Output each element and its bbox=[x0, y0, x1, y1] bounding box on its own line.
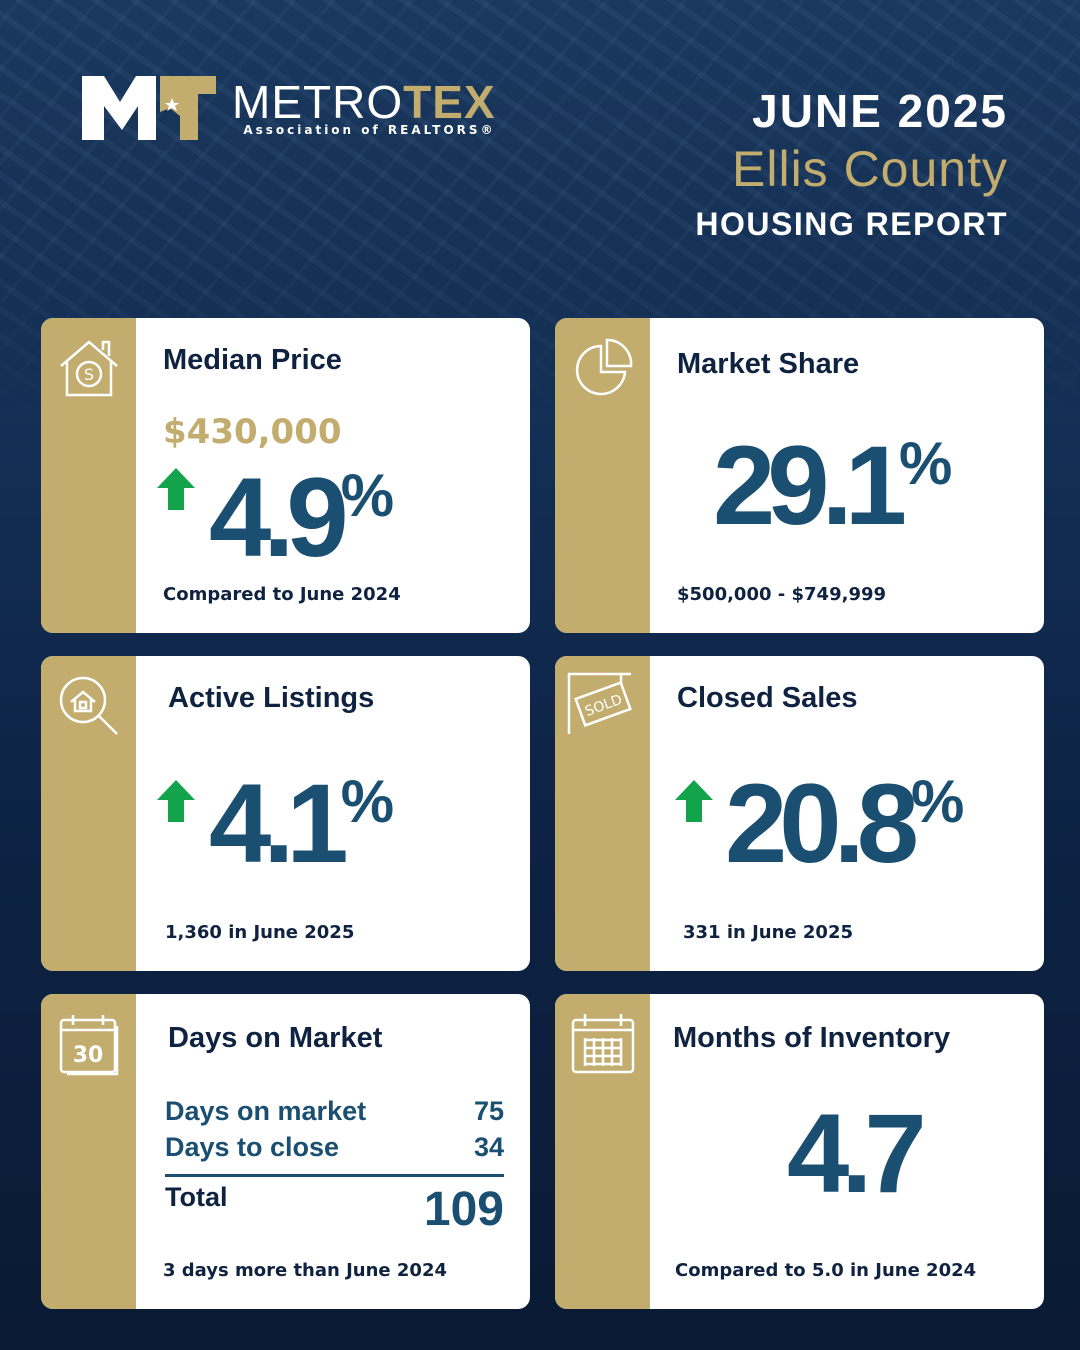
brand-name: METROTEX bbox=[232, 76, 496, 128]
card-title: Closed Sales bbox=[677, 682, 858, 714]
card-title: Months of Inventory bbox=[673, 1022, 951, 1054]
arrow-up-icon bbox=[157, 468, 195, 510]
active-listings-card: Active Listings 4.1% 1,360 in June 2025 bbox=[41, 656, 530, 971]
market-share-value: 29.1% bbox=[713, 423, 953, 548]
svg-text:30: 30 bbox=[73, 1043, 104, 1068]
change-value: 20.8% bbox=[725, 761, 965, 886]
card-note: 1,360 in June 2025 bbox=[165, 922, 355, 943]
calendar-30-icon: 30 bbox=[59, 1015, 119, 1076]
sold-sign-icon: SOLD bbox=[567, 672, 632, 734]
mt-logo-mark bbox=[82, 76, 216, 140]
median-price-value: $430,000 bbox=[163, 412, 342, 452]
divider bbox=[165, 1174, 504, 1177]
change-value: 4.1% bbox=[209, 761, 395, 886]
median-price-card: S Median Price $430,000 4.9% Compared to… bbox=[41, 318, 530, 633]
card-note: Compared to June 2024 bbox=[163, 584, 401, 605]
months-inventory-value: 4.7 bbox=[787, 1091, 927, 1216]
report-title: HOUSING REPORT bbox=[695, 206, 1008, 242]
pie-chart-icon bbox=[575, 338, 633, 396]
report-county: Ellis County bbox=[732, 141, 1008, 197]
arrow-up-icon bbox=[675, 780, 713, 822]
card-note: 3 days more than June 2024 bbox=[163, 1260, 448, 1281]
card-title: Days on Market bbox=[168, 1022, 383, 1054]
days-row: Days to close 34 bbox=[165, 1132, 504, 1162]
brand-subtitle: Association of REALTORS® bbox=[243, 123, 496, 137]
house-dollar-icon: S bbox=[60, 340, 118, 397]
card-note: Compared to 5.0 in June 2024 bbox=[675, 1260, 977, 1281]
report-month: JUNE 2025 bbox=[752, 85, 1008, 137]
svg-text:SOLD: SOLD bbox=[583, 692, 625, 720]
change-value: 4.9% bbox=[209, 455, 395, 580]
closed-sales-card: SOLD Closed Sales 20.8% 331 in June 2025 bbox=[555, 656, 1044, 971]
card-note: 331 in June 2025 bbox=[683, 922, 853, 943]
card-note: $500,000 - $749,999 bbox=[677, 584, 887, 605]
card-title: Active Listings bbox=[168, 682, 375, 714]
report-header: JUNE 2025 Ellis County HOUSING REPORT bbox=[695, 84, 1008, 243]
card-title: Median Price bbox=[163, 344, 342, 376]
house-search-icon bbox=[59, 676, 118, 735]
svg-text:S: S bbox=[84, 365, 94, 384]
metrotex-logo: METROTEX Association of REALTORS® bbox=[82, 76, 496, 140]
arrow-up-icon bbox=[157, 780, 195, 822]
market-share-card: Market Share 29.1% $500,000 - $749,999 bbox=[555, 318, 1044, 633]
days-on-market-card: 30 Days on Market Days on market 75 Days … bbox=[41, 994, 530, 1309]
card-title: Market Share bbox=[677, 348, 860, 380]
months-of-inventory-card: Months of Inventory 4.7 Compared to 5.0 … bbox=[555, 994, 1044, 1309]
calendar-grid-icon bbox=[571, 1014, 635, 1074]
days-row: Days on market 75 bbox=[165, 1096, 504, 1126]
total-row: Total 109 bbox=[165, 1182, 504, 1236]
